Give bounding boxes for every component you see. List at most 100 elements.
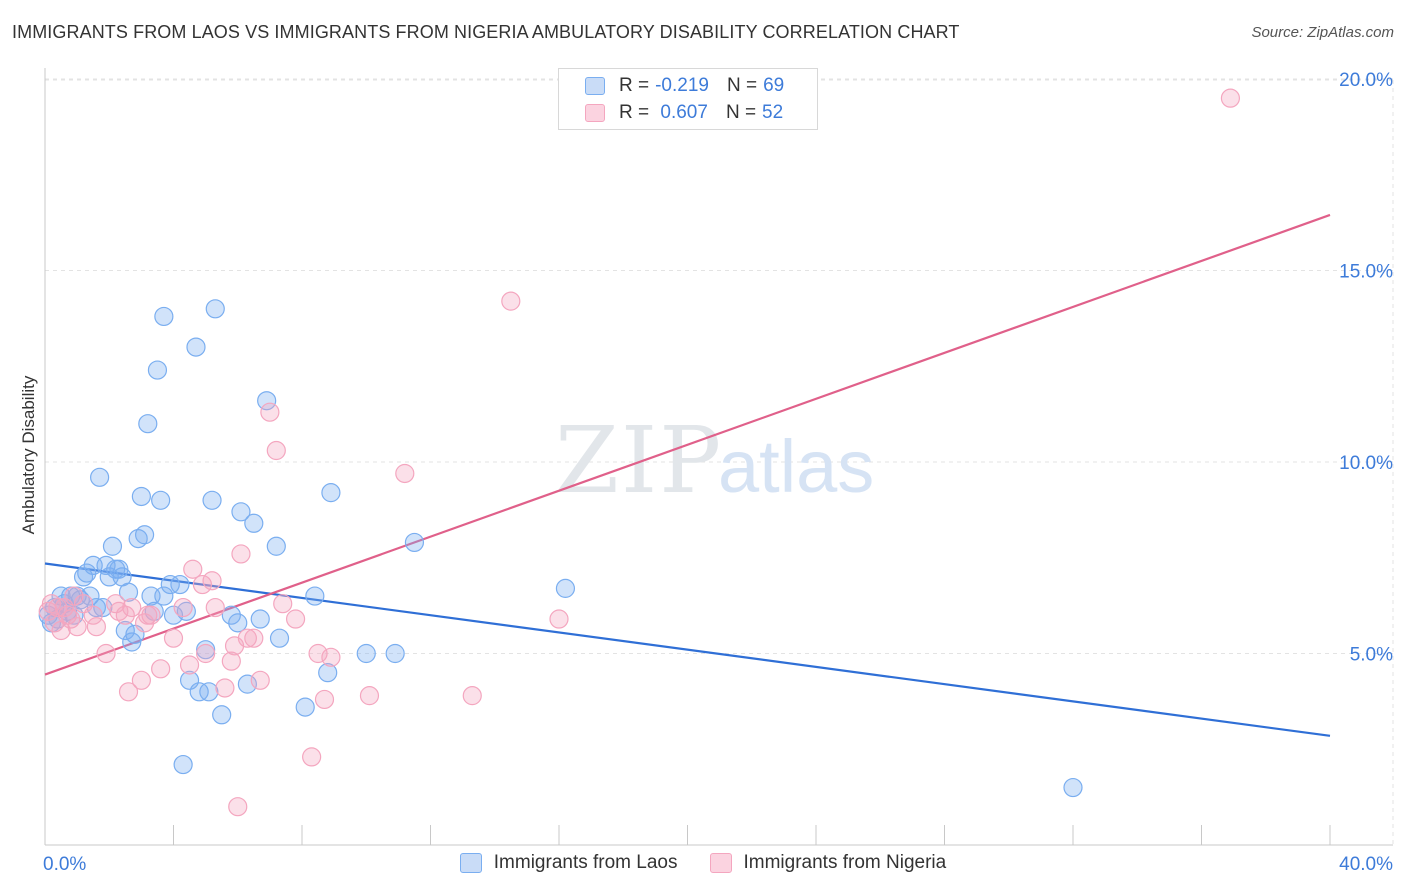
legend-swatch-nigeria	[585, 104, 605, 122]
point-laos	[356, 643, 376, 664]
point-laos	[80, 586, 100, 606]
point-nigeria	[501, 291, 521, 311]
point-laos	[295, 697, 315, 717]
y-tick-label: 5.0%	[1350, 645, 1393, 666]
tick-labels: 5.0% 10.0% 15.0% 20.0% 0.0% 40.0%	[43, 70, 1393, 875]
axes	[44, 68, 1393, 846]
point-laos	[231, 502, 251, 522]
point-laos	[131, 486, 151, 507]
point-laos	[115, 620, 135, 641]
point-nigeria	[244, 628, 264, 648]
point-nigeria	[302, 747, 322, 767]
point-laos	[122, 632, 142, 652]
point-nigeria	[237, 628, 257, 648]
point-laos	[163, 605, 184, 625]
trend-lines	[44, 213, 1331, 737]
point-laos	[138, 414, 158, 434]
point-laos	[228, 613, 248, 633]
point-laos	[147, 360, 168, 380]
point-nigeria	[221, 651, 241, 671]
point-nigeria	[205, 597, 225, 618]
y-tick-label: 10.0%	[1339, 453, 1393, 474]
point-laos	[93, 597, 113, 618]
data-points	[38, 88, 1241, 817]
point-nigeria	[231, 544, 251, 564]
point-nigeria	[67, 617, 87, 637]
point-laos	[154, 306, 174, 327]
point-nigeria	[118, 682, 139, 702]
series-legend-laos[interactable]: Immigrants from Laos	[459, 852, 678, 874]
point-nigeria	[151, 659, 171, 679]
x-tick-label-min: 0.0%	[43, 854, 86, 875]
point-laos	[96, 555, 116, 576]
point-laos	[189, 682, 209, 702]
point-nigeria	[462, 686, 482, 706]
point-laos	[151, 490, 171, 510]
point-laos	[1063, 777, 1083, 798]
point-nigeria	[64, 586, 84, 606]
point-nigeria	[86, 617, 107, 637]
point-nigeria	[215, 678, 235, 698]
point-nigeria	[266, 440, 286, 461]
point-laos	[212, 705, 232, 725]
point-laos	[109, 559, 129, 579]
trend-line-nigeria	[44, 213, 1331, 676]
legend-r-label: R =	[619, 102, 650, 123]
point-laos	[170, 574, 190, 595]
point-laos	[305, 586, 325, 606]
watermark-atlas: atlas	[718, 425, 874, 508]
point-nigeria	[285, 609, 306, 629]
point-laos	[205, 299, 225, 319]
point-nigeria	[96, 643, 116, 664]
legend-n-value: 69	[763, 75, 785, 96]
point-laos	[160, 574, 180, 595]
point-laos	[199, 682, 219, 702]
point-laos	[118, 582, 139, 602]
series-name-nigeria: Immigrants from Nigeria	[743, 852, 947, 873]
point-laos	[257, 391, 277, 411]
point-nigeria	[179, 655, 200, 675]
point-nigeria	[1220, 88, 1241, 108]
point-nigeria	[183, 559, 203, 579]
stats-legend: R = -0.219 N = 69 R = 0.607 N = 52	[558, 68, 818, 130]
point-nigeria	[83, 605, 103, 625]
point-laos	[90, 467, 110, 487]
point-laos	[221, 605, 241, 625]
point-nigeria	[48, 597, 68, 618]
point-nigeria	[273, 594, 293, 614]
point-laos	[318, 663, 338, 683]
point-nigeria	[202, 571, 222, 591]
legend-row-nigeria: R = 0.607 N = 52	[585, 101, 783, 125]
watermark-zip: ZIP	[555, 407, 723, 514]
y-tick-label: 20.0%	[1339, 70, 1393, 91]
point-nigeria	[141, 605, 161, 625]
point-laos	[102, 536, 123, 556]
point-nigeria	[131, 670, 151, 690]
point-nigeria	[134, 613, 155, 633]
series-name-laos: Immigrants from Laos	[493, 852, 678, 873]
point-nigeria	[61, 609, 81, 629]
point-laos	[244, 513, 264, 533]
point-laos	[237, 674, 257, 694]
series-legend-nigeria[interactable]: Immigrants from Nigeria	[709, 852, 947, 874]
point-nigeria	[38, 601, 58, 621]
point-nigeria	[173, 597, 193, 618]
trend-line-laos	[44, 562, 1331, 737]
point-nigeria	[163, 628, 184, 648]
legend-n-value: 52	[762, 102, 784, 123]
point-laos	[186, 337, 206, 357]
point-laos	[404, 532, 425, 553]
watermark: ZIP atlas	[555, 407, 874, 514]
point-laos	[250, 609, 270, 629]
point-laos	[86, 597, 107, 618]
point-nigeria	[228, 797, 248, 817]
legend-r-value: 0.607	[655, 102, 708, 123]
point-nigeria	[321, 647, 341, 667]
point-laos	[269, 628, 290, 648]
point-nigeria	[260, 402, 280, 422]
legend-row-laos: R = -0.219 N = 69	[585, 74, 784, 98]
chart-title: IMMIGRANTS FROM LAOS VS IMMIGRANTS FROM …	[12, 22, 960, 42]
point-nigeria	[122, 597, 142, 618]
legend-swatch-laos	[585, 77, 605, 95]
